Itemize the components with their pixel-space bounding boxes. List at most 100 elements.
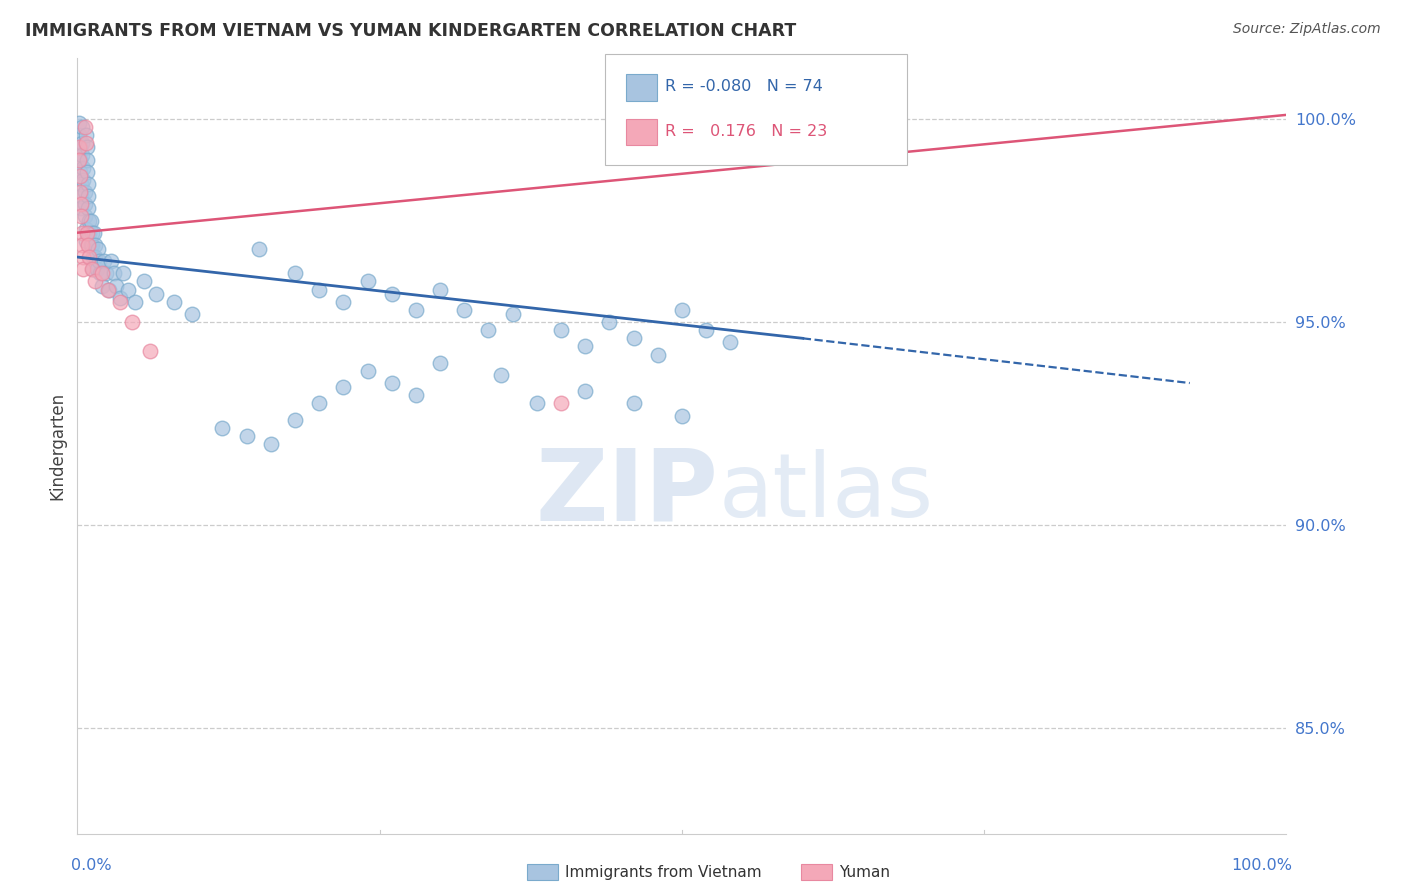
- Point: [86, 262, 108, 277]
- Point: [79, 250, 101, 264]
- Point: [526, 396, 548, 410]
- Point: [356, 275, 378, 289]
- Point: [260, 437, 283, 451]
- Point: [89, 266, 111, 280]
- Point: [108, 291, 131, 305]
- Point: [132, 275, 155, 289]
- Point: [332, 380, 354, 394]
- Point: [124, 294, 146, 309]
- Point: [76, 153, 98, 167]
- Point: [598, 315, 620, 329]
- Point: [356, 364, 378, 378]
- Point: [332, 294, 354, 309]
- Point: [405, 388, 427, 402]
- Point: [308, 396, 330, 410]
- Point: [139, 343, 162, 358]
- Point: [308, 283, 330, 297]
- Point: [70, 177, 93, 191]
- Point: [70, 226, 93, 240]
- Point: [96, 266, 118, 280]
- Text: R =   0.176   N = 23: R = 0.176 N = 23: [665, 124, 827, 138]
- Point: [90, 278, 112, 293]
- Text: IMMIGRANTS FROM VIETNAM VS YUMAN KINDERGARTEN CORRELATION CHART: IMMIGRANTS FROM VIETNAM VS YUMAN KINDERG…: [25, 22, 797, 40]
- Point: [69, 165, 91, 179]
- Point: [671, 409, 693, 423]
- Point: [75, 136, 97, 151]
- Point: [117, 283, 139, 297]
- Point: [72, 262, 94, 277]
- Point: [69, 169, 91, 183]
- Point: [145, 286, 167, 301]
- Point: [405, 302, 427, 317]
- Point: [73, 185, 96, 199]
- Point: [77, 238, 100, 252]
- Point: [75, 128, 97, 143]
- Point: [181, 307, 204, 321]
- Text: ZIP: ZIP: [536, 444, 718, 541]
- Point: [381, 376, 404, 390]
- Point: [87, 254, 110, 268]
- Point: [75, 234, 97, 248]
- Point: [80, 238, 103, 252]
- Point: [429, 356, 451, 370]
- Text: atlas: atlas: [718, 449, 934, 536]
- Point: [76, 165, 98, 179]
- Point: [79, 226, 101, 240]
- Text: Yuman: Yuman: [839, 865, 890, 880]
- Point: [84, 250, 107, 264]
- Point: [105, 278, 128, 293]
- Point: [67, 140, 90, 154]
- Point: [70, 197, 93, 211]
- Point: [453, 302, 475, 317]
- Point: [70, 210, 93, 224]
- Point: [502, 307, 524, 321]
- Point: [70, 189, 93, 203]
- Point: [93, 254, 115, 268]
- Point: [623, 331, 645, 345]
- Point: [70, 148, 93, 162]
- Text: Immigrants from Vietnam: Immigrants from Vietnam: [565, 865, 762, 880]
- Point: [103, 266, 125, 280]
- Y-axis label: Kindergarten: Kindergarten: [48, 392, 66, 500]
- Point: [671, 302, 693, 317]
- Point: [67, 116, 90, 130]
- Point: [574, 339, 596, 353]
- Point: [79, 213, 101, 227]
- Point: [67, 128, 90, 143]
- Point: [96, 283, 118, 297]
- Point: [70, 238, 93, 252]
- Point: [97, 283, 120, 297]
- Point: [100, 254, 122, 268]
- Point: [284, 412, 307, 426]
- Point: [77, 177, 100, 191]
- Point: [87, 242, 110, 256]
- Point: [69, 153, 91, 167]
- Text: 100.0%: 100.0%: [1232, 858, 1292, 873]
- Point: [79, 238, 101, 252]
- Point: [80, 262, 103, 277]
- Point: [121, 315, 143, 329]
- Point: [381, 286, 404, 301]
- Point: [211, 421, 233, 435]
- Point: [70, 120, 93, 134]
- Point: [77, 189, 100, 203]
- Point: [72, 161, 94, 175]
- Point: [90, 266, 112, 280]
- Point: [82, 250, 104, 264]
- Point: [718, 335, 741, 350]
- Point: [72, 250, 94, 264]
- Text: Source: ZipAtlas.com: Source: ZipAtlas.com: [1233, 22, 1381, 37]
- Point: [284, 266, 307, 280]
- Point: [69, 185, 91, 199]
- Point: [429, 283, 451, 297]
- Point: [80, 226, 103, 240]
- Point: [70, 136, 93, 151]
- Point: [623, 396, 645, 410]
- Point: [79, 213, 101, 227]
- Point: [247, 242, 270, 256]
- Point: [84, 275, 107, 289]
- Text: 0.0%: 0.0%: [72, 858, 112, 873]
- Point: [76, 226, 98, 240]
- Point: [108, 294, 131, 309]
- Point: [112, 266, 135, 280]
